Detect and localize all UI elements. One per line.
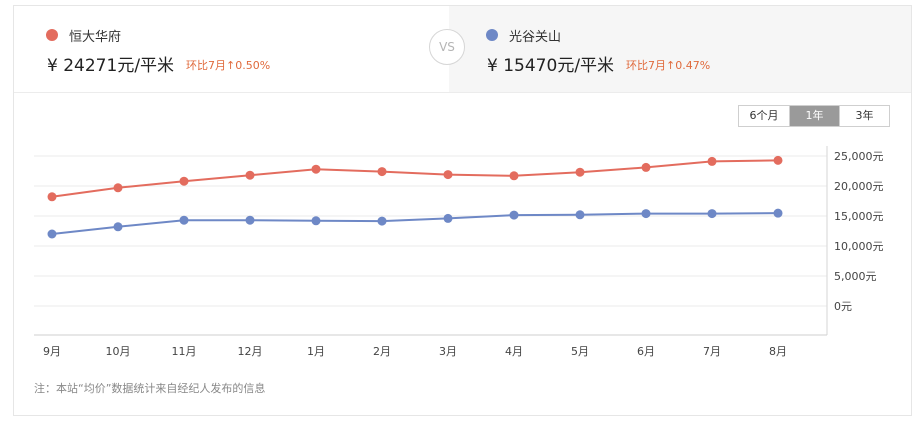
x-tick-label: 10月 — [106, 345, 131, 358]
data-point-series-1 — [575, 167, 585, 177]
vs-badge: VS — [429, 29, 465, 65]
compare-panel-left: 恒大华府 ¥ 24271元/平米 环比7月↑0.50% — [14, 6, 449, 92]
price-value-right: 15470元/平米 — [503, 56, 615, 76]
data-point-series-2 — [443, 213, 453, 223]
price-left: ¥ 24271元/平米 — [47, 51, 174, 76]
data-point-series-2 — [179, 215, 189, 225]
data-point-series-2 — [707, 209, 717, 219]
data-point-series-1 — [707, 156, 717, 166]
data-point-series-1 — [641, 162, 651, 172]
x-tick-label: 2月 — [373, 345, 391, 358]
data-point-series-2 — [311, 216, 321, 226]
data-point-series-1 — [443, 170, 453, 180]
x-tick-label: 3月 — [439, 345, 457, 358]
data-point-series-2 — [773, 208, 783, 218]
time-range-selector: 6个月 1年 3年 — [738, 105, 890, 127]
series-color-dot-left — [46, 29, 58, 41]
data-point-series-1 — [113, 183, 123, 193]
x-tick-label: 8月 — [769, 345, 787, 358]
range-6-months-button[interactable]: 6个月 — [739, 106, 789, 126]
currency-symbol-right: ¥ — [487, 56, 498, 76]
data-point-series-2 — [575, 210, 585, 220]
price-trend-chart: 25,000元 20,000元 15,000元 10,000元 5,000元 0元 9月 10… — [34, 146, 884, 358]
data-point-series-1 — [311, 164, 321, 174]
ratio-left: 环比7月↑0.50% — [186, 59, 271, 72]
data-point-series-2 — [113, 222, 123, 232]
y-tick-label: 15,000元 — [834, 210, 884, 223]
x-tick-label: 9月 — [43, 345, 61, 358]
data-point-series-1 — [773, 155, 783, 165]
ratio-right: 环比7月↑0.47% — [626, 59, 711, 72]
x-tick-label: 4月 — [505, 345, 523, 358]
footnote: 注：本站“均价”数据统计来自经纪人发布的信息 — [34, 382, 266, 395]
range-1-year-button[interactable]: 1年 — [789, 106, 839, 126]
price-compare-widget: 恒大华府 ¥ 24271元/平米 环比7月↑0.50% 光谷关山 ¥ 15470… — [13, 5, 912, 416]
price-value-left: 24271元/平米 — [63, 56, 175, 76]
data-point-series-2 — [641, 209, 651, 219]
data-point-series-2 — [47, 229, 57, 239]
compare-panel-right: 光谷关山 ¥ 15470元/平米 环比7月↑0.47% — [449, 6, 911, 92]
x-tick-label: 6月 — [637, 345, 655, 358]
y-tick-label: 20,000元 — [834, 180, 884, 193]
x-tick-label: 7月 — [703, 345, 721, 358]
x-tick-label: 5月 — [571, 345, 589, 358]
data-point-series-1 — [179, 176, 189, 186]
price-right: ¥ 15470元/平米 — [487, 51, 614, 76]
y-tick-label: 25,000元 — [834, 150, 884, 163]
header-divider — [14, 92, 911, 93]
currency-symbol-left: ¥ — [47, 56, 58, 76]
series-line-1 — [51, 159, 779, 198]
x-tick-label: 1月 — [307, 345, 325, 358]
y-tick-label: 0元 — [834, 300, 852, 313]
data-point-series-2 — [245, 215, 255, 225]
y-tick-label: 10,000元 — [834, 240, 884, 253]
community-name-left: 恒大华府 — [69, 30, 122, 45]
range-3-years-button[interactable]: 3年 — [839, 106, 889, 126]
series-color-dot-right — [486, 29, 498, 41]
x-tick-label: 11月 — [172, 345, 197, 358]
data-point-series-1 — [47, 192, 57, 202]
community-name-right: 光谷关山 — [509, 30, 562, 45]
data-point-series-1 — [377, 167, 387, 177]
series-line-2 — [51, 212, 779, 235]
data-point-series-1 — [245, 170, 255, 180]
x-tick-label: 12月 — [238, 345, 263, 358]
data-point-series-2 — [377, 216, 387, 226]
data-point-series-2 — [509, 210, 519, 220]
data-point-series-1 — [509, 171, 519, 181]
y-tick-label: 5,000元 — [834, 270, 877, 283]
